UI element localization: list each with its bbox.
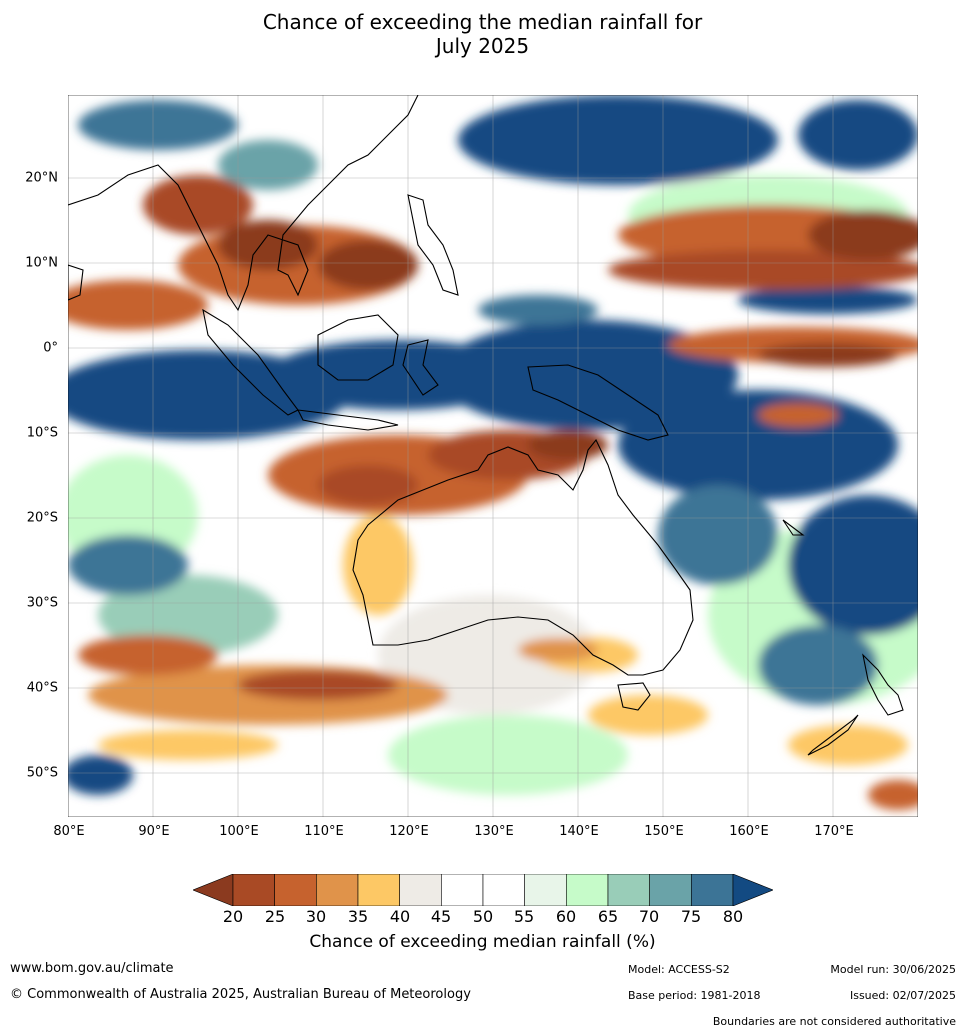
new-guinea-coastline: [527, 364, 669, 441]
colorbar-tick-30: 30: [305, 907, 327, 926]
map-title: Chance of exceeding the median rainfall …: [0, 10, 965, 58]
rainfall-map: [68, 95, 918, 817]
colorbar-bin-4: [357, 874, 400, 906]
colorbar-tick-80: 80: [722, 907, 744, 926]
coastlines: [68, 95, 904, 756]
philippines-coastline: [407, 194, 459, 296]
colorbar-tick-55: 55: [513, 907, 535, 926]
colorbar-bin-7: [482, 874, 525, 906]
colorbar-title: Chance of exceeding median rainfall (%): [309, 932, 656, 952]
model-name: Model: ACCESS-S2: [628, 963, 730, 976]
new-zealand-north-coastline: [862, 653, 904, 716]
lon-label-90e: 90°E: [138, 824, 170, 839]
lon-label-100e: 100°E: [219, 824, 259, 839]
lon-label-150e: 150°E: [644, 824, 684, 839]
colorbar-bin-12: [691, 874, 734, 906]
graticule: [68, 95, 918, 817]
model-run-date: Model run: 30/06/2025: [830, 963, 956, 976]
borneo-coastline: [317, 314, 399, 381]
colorbar-bin-8: [524, 874, 567, 906]
lon-label-80e: 80°E: [53, 824, 85, 839]
lat-label-30s: 30°S: [26, 595, 58, 611]
colorbar-bin-5: [399, 874, 442, 906]
colorbar-tick-40: 40: [389, 907, 411, 926]
sri-lanka-coastline: [68, 264, 84, 301]
colorbar-bin-9: [566, 874, 609, 906]
sumatra-coastline: [202, 308, 299, 416]
base-period: Base period: 1981-2018: [628, 989, 761, 1002]
colorbar-tick-60: 60: [555, 907, 577, 926]
rainfall-field: [68, 95, 918, 810]
colorbar-bin-3: [316, 874, 359, 906]
colorbar-bin-2: [274, 874, 317, 906]
lat-label-20s: 20°S: [26, 510, 58, 526]
asia-mainland-coastline: [68, 95, 419, 312]
colorbar-tick-75: 75: [680, 907, 702, 926]
lat-label-10n: 10°N: [25, 255, 58, 271]
colorbar-bin-1: [232, 874, 275, 906]
colorbar-high-arrow: [732, 874, 773, 906]
colorbar-tick-70: 70: [638, 907, 660, 926]
colorbar: [193, 874, 773, 906]
colorbar-tick-25: 25: [264, 907, 286, 926]
colorbar-bin-11: [649, 874, 692, 906]
lat-label-10s: 10°S: [26, 425, 58, 441]
colorbar-low-arrow: [193, 874, 234, 906]
colorbar-tick-35: 35: [347, 907, 369, 926]
lat-label-40s: 40°S: [26, 680, 58, 696]
lon-label-120e: 120°E: [389, 824, 429, 839]
colorbar-tick-50: 50: [472, 907, 494, 926]
lon-label-130e: 130°E: [474, 824, 514, 839]
title-line-1: Chance of exceeding the median rainfall …: [262, 10, 703, 34]
title-line-2: July 2025: [435, 34, 530, 58]
java-coastline: [297, 409, 399, 431]
tasmania-coastline: [617, 682, 651, 711]
issued-date: Issued: 02/07/2025: [849, 989, 956, 1002]
boundaries-disclaimer: Boundaries are not considered authoritat…: [712, 1015, 956, 1028]
website-link[interactable]: www.bom.gov.au/climate: [10, 961, 174, 976]
australia-coastline: [352, 438, 694, 676]
lat-label-50s: 50°S: [26, 765, 58, 781]
copyright-text: © Commonwealth of Australia 2025, Austra…: [10, 987, 471, 1002]
new-caledonia-coastline: [782, 519, 805, 536]
sulawesi-coastline: [402, 339, 439, 396]
colorbar-tick-20: 20: [222, 907, 244, 926]
colorbar-tick-45: 45: [430, 907, 452, 926]
lat-label-20n: 20°N: [25, 170, 58, 186]
lon-label-110e: 110°E: [304, 824, 344, 839]
lat-label-0: 0°: [43, 340, 58, 356]
colorbar-tick-65: 65: [597, 907, 619, 926]
new-zealand-south-coastline: [807, 714, 859, 756]
lon-label-170e: 170°E: [814, 824, 854, 839]
lon-label-160e: 160°E: [729, 824, 769, 839]
colorbar-bin-6: [441, 874, 484, 906]
lon-label-140e: 140°E: [559, 824, 599, 839]
colorbar-bin-10: [607, 874, 650, 906]
